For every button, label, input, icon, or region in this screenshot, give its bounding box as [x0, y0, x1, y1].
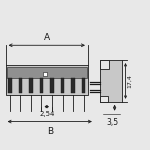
- Text: B: B: [47, 126, 53, 135]
- Text: A: A: [44, 33, 50, 42]
- Bar: [61, 78, 64, 93]
- Text: 17,4: 17,4: [128, 74, 132, 88]
- Bar: [8, 78, 12, 93]
- Bar: [40, 78, 43, 93]
- Bar: [71, 78, 75, 93]
- Bar: [29, 78, 33, 93]
- Bar: [19, 78, 22, 93]
- Bar: [7, 67, 87, 78]
- Bar: [6, 65, 88, 95]
- Text: 3,5: 3,5: [107, 118, 119, 127]
- Bar: [50, 78, 54, 93]
- Bar: [43, 72, 47, 76]
- Bar: [100, 96, 108, 102]
- Bar: [100, 60, 109, 69]
- Text: 2,54: 2,54: [39, 111, 54, 117]
- Bar: [100, 60, 122, 102]
- Bar: [82, 78, 85, 93]
